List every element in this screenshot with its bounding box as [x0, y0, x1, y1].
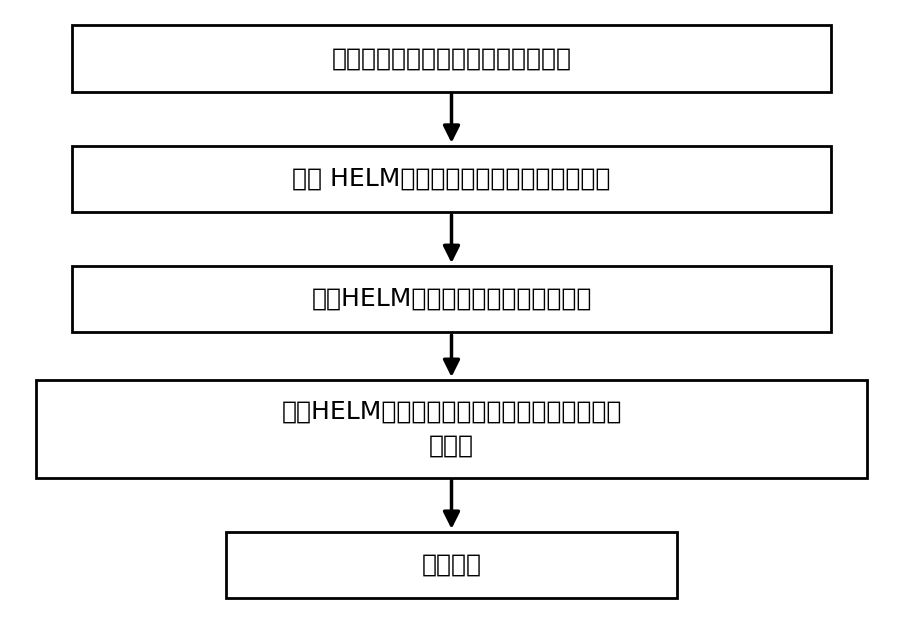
- Bar: [72, 146, 830, 212]
- Bar: [72, 266, 830, 332]
- Bar: [72, 25, 830, 92]
- Text: 输出结果: 输出结果: [421, 553, 481, 577]
- Bar: [36, 380, 866, 478]
- Text: 利用HELM计算配电网网损对各节点注入功率的
灵敏度: 利用HELM计算配电网网损对各节点注入功率的 灵敏度: [281, 400, 621, 458]
- Text: 输入配电网网络结构参数和负荷参数: 输入配电网网络结构参数和负荷参数: [331, 47, 571, 70]
- Text: 利用HELM计算配电网节点电压灵敏度: 利用HELM计算配电网节点电压灵敏度: [311, 287, 591, 311]
- Text: 利用 HELM进行配电网无功补偿前潮流计算: 利用 HELM进行配电网无功补偿前潮流计算: [292, 167, 610, 191]
- Bar: [226, 532, 676, 598]
